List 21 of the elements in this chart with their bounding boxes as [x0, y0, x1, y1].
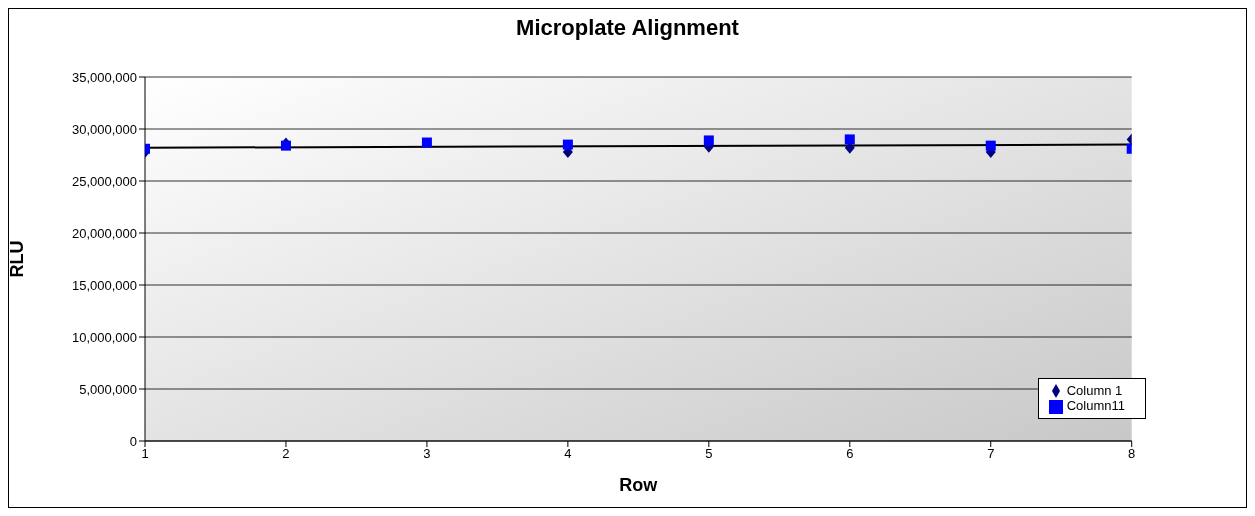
y-axis-title: RLU	[7, 240, 28, 278]
chart-title: Microplate Alignment	[515, 15, 740, 41]
x-tick-label: 8	[1128, 446, 1136, 462]
x-tick-label: 3	[423, 446, 431, 462]
x-tick-label: 6	[846, 446, 854, 462]
x-tick-label: 7	[987, 446, 995, 462]
x-tick-label: 2	[282, 446, 290, 462]
y-tick-label: 15,000,000	[71, 277, 137, 293]
legend-label: Column11	[1066, 398, 1125, 414]
x-tick-label: 5	[705, 446, 713, 462]
y-tick-label: 35,000,000	[71, 69, 137, 85]
y-tick-label: 10,000,000	[71, 329, 137, 345]
x-axis-title: Row	[619, 475, 659, 495]
y-tick-label: 0	[129, 433, 137, 449]
y-tick-label: 5,000,000	[79, 381, 137, 397]
x-tick-label: 4	[564, 446, 572, 462]
legend-label: Column 1	[1066, 382, 1123, 398]
x-tick-label: 1	[141, 446, 149, 462]
y-tick-label: 25,000,000	[71, 173, 137, 189]
y-tick-label: 30,000,000	[71, 121, 137, 137]
y-tick-label: 20,000,000	[71, 225, 137, 241]
